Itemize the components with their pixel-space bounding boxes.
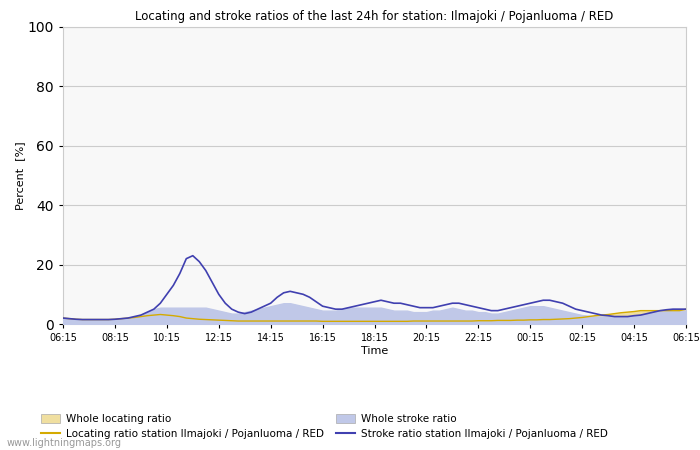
Y-axis label: Percent  [%]: Percent [%] bbox=[15, 141, 24, 210]
Legend: Whole locating ratio, Locating ratio station Ilmajoki / Pojanluoma / RED, Whole : Whole locating ratio, Locating ratio sta… bbox=[37, 410, 612, 444]
Title: Locating and stroke ratios of the last 24h for station: Ilmajoki / Pojanluoma / : Locating and stroke ratios of the last 2… bbox=[135, 10, 614, 23]
X-axis label: Time: Time bbox=[361, 346, 388, 356]
Text: www.lightningmaps.org: www.lightningmaps.org bbox=[7, 438, 122, 448]
